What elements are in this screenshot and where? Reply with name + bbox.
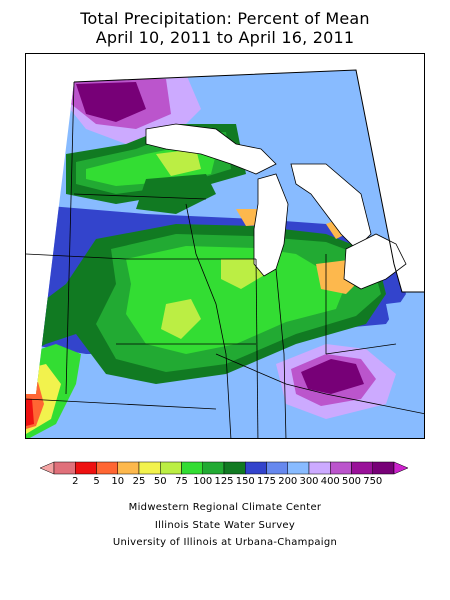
legend-tick-label: 5 — [93, 476, 100, 487]
lake-huron — [290, 163, 372, 250]
legend-tick-label: 2 — [72, 476, 79, 487]
legend-tick-label: 50 — [153, 476, 167, 487]
legend-bin-1 — [53, 461, 76, 475]
credit-mrcc: Midwestern Regional Climate Center — [128, 502, 322, 513]
legend-tick-label: 75 — [175, 476, 188, 487]
legend-bin-7 — [181, 461, 203, 475]
legend-bin-15 — [351, 461, 373, 475]
legend-bin-12 — [287, 461, 310, 475]
lake-michigan — [253, 173, 289, 277]
legend-tick-label: 400 — [320, 476, 340, 487]
legend-tick-label: 750 — [363, 476, 383, 487]
map-date-range: April 10, 2011 to April 16, 2011 — [95, 28, 355, 47]
legend-tick-label: 150 — [235, 476, 255, 487]
legend-tick-label: 200 — [278, 476, 298, 487]
legend-bin-3 — [96, 461, 118, 475]
legend-bin-2 — [75, 461, 97, 475]
legend-bin-17 — [393, 461, 408, 475]
legend-bin-10 — [245, 461, 267, 475]
band-under-10 — [26, 399, 34, 426]
legend-bin-6 — [160, 461, 182, 475]
legend-tick-label: 25 — [132, 476, 146, 487]
legend-bin-9 — [223, 461, 246, 475]
band-over-500 — [76, 82, 146, 122]
legend-tick-label: 500 — [341, 476, 362, 487]
credit-isws: Illinois State Water Survey — [154, 520, 296, 531]
credit-uiuc: University of Illinois at Urbana-Champai… — [112, 537, 338, 548]
legend-bin-8 — [202, 461, 225, 475]
legend-bin-16 — [372, 461, 395, 475]
legend-bin-11 — [266, 461, 288, 475]
legend-bin-4 — [117, 461, 140, 475]
legend-bin-14 — [330, 461, 352, 475]
legend-tick-label: 100 — [193, 476, 213, 487]
precipitation-map — [25, 53, 425, 439]
map-title: Total Precipitation: Percent of Mean — [80, 9, 370, 28]
legend-ticks: 2 5 10 25 50 75 100 125 150 175 200 300 400 500 750 — [40, 476, 408, 490]
legend-bin-0 — [40, 461, 55, 475]
lake-superior — [145, 123, 277, 175]
legend-tick-label: 10 — [111, 476, 125, 487]
legend-tick-label: 175 — [256, 476, 277, 487]
legend-bin-5 — [138, 461, 161, 475]
legend-bar — [40, 461, 408, 475]
legend-bin-13 — [308, 461, 331, 475]
legend-tick-label: 300 — [299, 476, 319, 487]
legend-tick-label: 125 — [214, 476, 234, 487]
